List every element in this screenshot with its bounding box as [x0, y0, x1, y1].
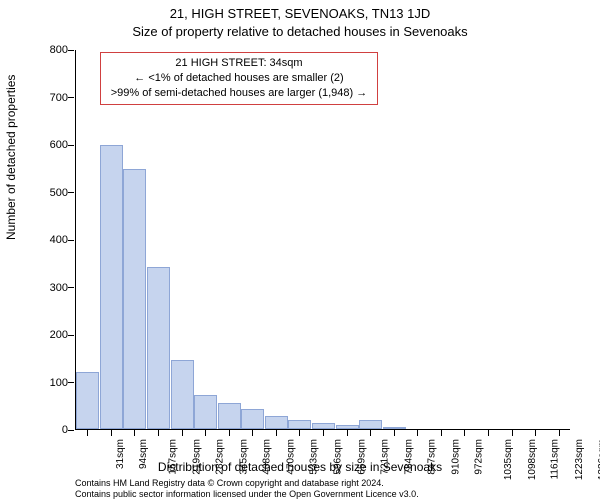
- y-tick-label: 600: [28, 139, 68, 151]
- attribution-line1: Contains HM Land Registry data © Crown c…: [75, 478, 570, 489]
- annotation-line: ← <1% of detached houses are smaller (2): [107, 71, 371, 86]
- x-tick: [299, 430, 300, 436]
- x-tick: [134, 430, 135, 436]
- y-tick-label: 500: [28, 187, 68, 199]
- x-tick: [417, 430, 418, 436]
- histogram-bar: [76, 372, 99, 429]
- attribution-text: Contains HM Land Registry data © Crown c…: [75, 478, 570, 500]
- histogram-bar: [312, 423, 335, 429]
- x-tick: [464, 430, 465, 436]
- y-tick: [68, 240, 74, 241]
- histogram-bar: [336, 425, 359, 429]
- x-tick: [370, 430, 371, 436]
- chart-container: 21, HIGH STREET, SEVENOAKS, TN13 1JD Siz…: [0, 0, 600, 500]
- x-tick: [441, 430, 442, 436]
- y-tick-label: 200: [28, 329, 68, 341]
- x-tick: [182, 430, 183, 436]
- y-tick-label: 300: [28, 282, 68, 294]
- y-tick: [68, 430, 74, 431]
- histogram-bar: [241, 409, 264, 429]
- histogram-bar: [383, 427, 406, 429]
- y-tick-label: 800: [28, 44, 68, 56]
- histogram-bar: [359, 420, 382, 429]
- x-tick: [535, 430, 536, 436]
- histogram-bar: [100, 145, 123, 429]
- chart-title-main: 21, HIGH STREET, SEVENOAKS, TN13 1JD: [0, 6, 600, 21]
- y-tick: [68, 192, 74, 193]
- x-tick: [276, 430, 277, 436]
- histogram-bar: [171, 360, 194, 429]
- y-tick: [68, 287, 74, 288]
- histogram-bar: [288, 420, 311, 429]
- x-tick: [512, 430, 513, 436]
- x-tick: [559, 430, 560, 436]
- annotation-line: 21 HIGH STREET: 34sqm: [107, 56, 371, 71]
- histogram-bar: [265, 416, 288, 429]
- annotation-box: 21 HIGH STREET: 34sqm← <1% of detached h…: [100, 52, 378, 105]
- y-tick-label: 700: [28, 92, 68, 104]
- annotation-line: >99% of semi-detached houses are larger …: [107, 86, 371, 101]
- x-tick: [158, 430, 159, 436]
- y-tick: [68, 145, 74, 146]
- histogram-bar: [218, 403, 241, 429]
- histogram-bar: [123, 169, 146, 429]
- y-tick-label: 100: [28, 377, 68, 389]
- chart-title-sub: Size of property relative to detached ho…: [0, 24, 600, 39]
- x-tick: [252, 430, 253, 436]
- x-tick: [87, 430, 88, 436]
- plot-area: 010020030040050060070080031sqm94sqm157sq…: [75, 50, 570, 430]
- x-tick: [205, 430, 206, 436]
- y-axis-label: Number of detached properties: [4, 75, 18, 240]
- x-tick: [111, 430, 112, 436]
- x-tick: [488, 430, 489, 436]
- x-tick: [323, 430, 324, 436]
- x-axis-label: Distribution of detached houses by size …: [0, 460, 600, 474]
- x-tick: [347, 430, 348, 436]
- x-tick: [229, 430, 230, 436]
- y-tick-label: 400: [28, 234, 68, 246]
- y-tick: [68, 335, 74, 336]
- attribution-line2: Contains public sector information licen…: [75, 489, 570, 500]
- y-tick: [68, 50, 74, 51]
- y-tick: [68, 97, 74, 98]
- histogram-bar: [194, 395, 217, 429]
- histogram-bar: [147, 267, 170, 429]
- y-tick-label: 0: [28, 424, 68, 436]
- x-tick: [394, 430, 395, 436]
- y-tick: [68, 382, 74, 383]
